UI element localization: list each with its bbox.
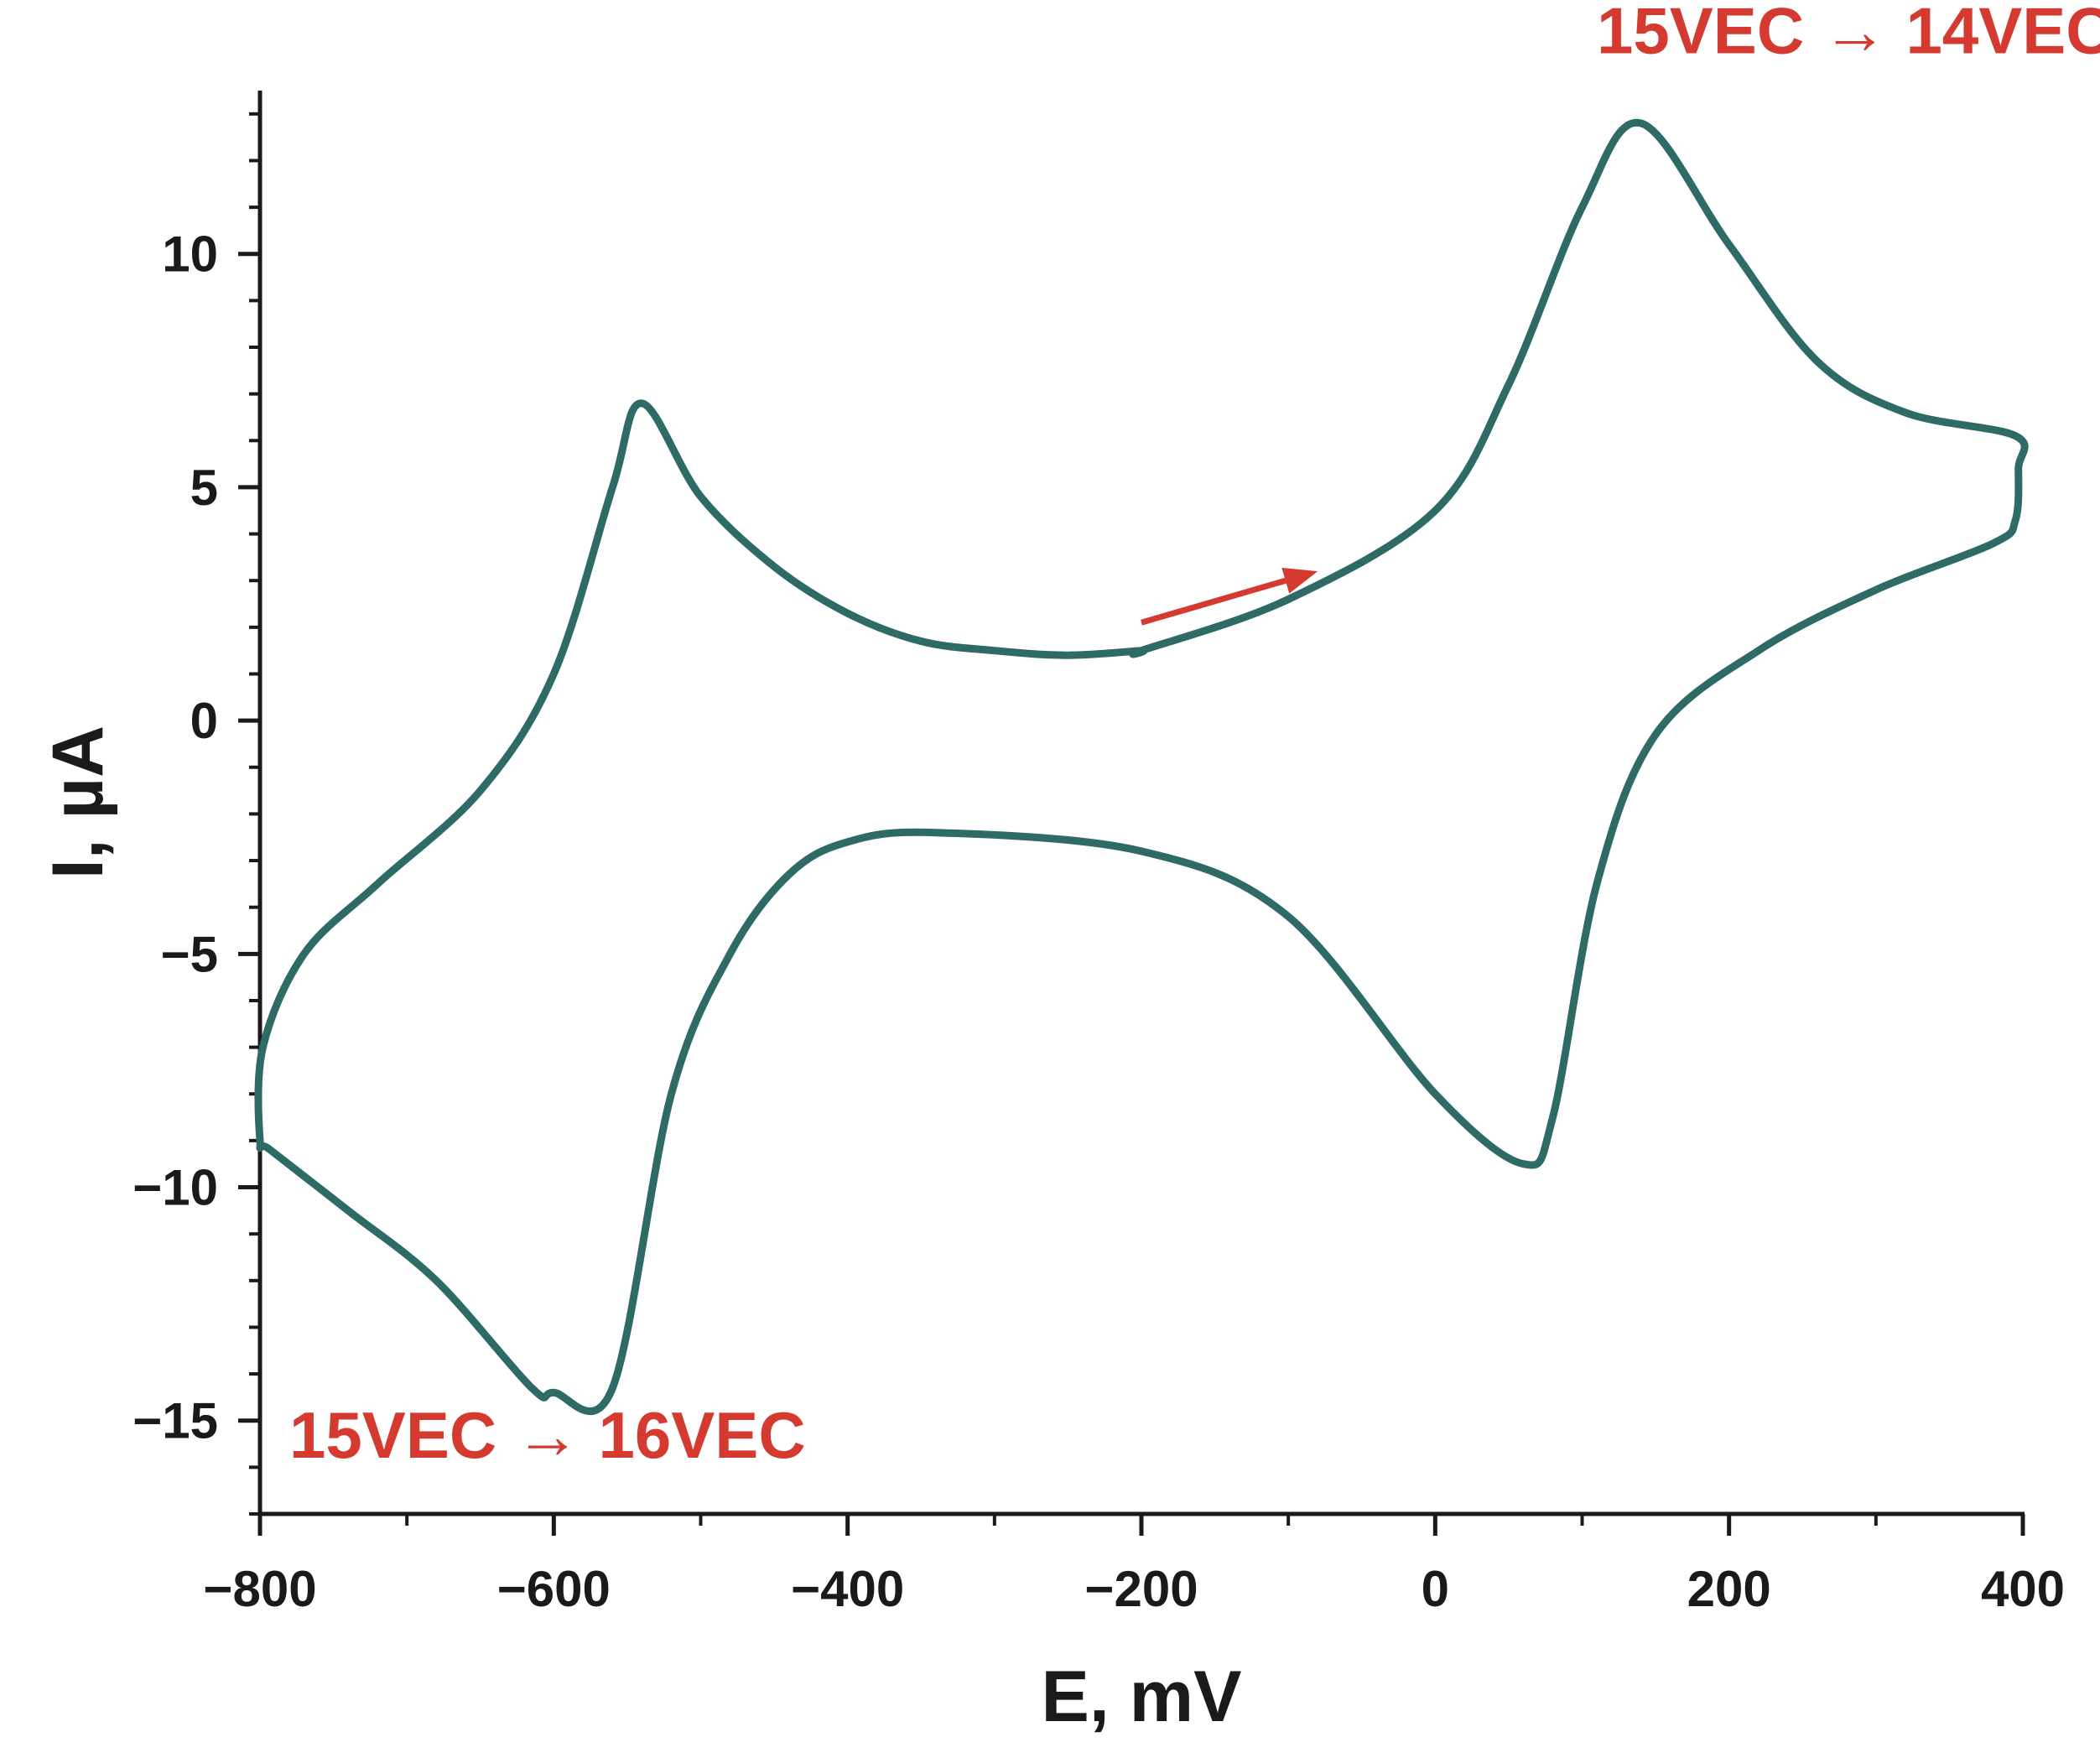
cv-curve [254,118,2029,1416]
x-tick-label: −200 [1084,1561,1198,1617]
y-axis-title: I, µA [38,726,118,879]
x-tick-label: −600 [497,1561,611,1617]
plot-frame [257,91,2025,1516]
x-tick-label: 0 [1422,1561,1449,1617]
x-axis-ticks: −800 −600 −400 −200 0 200 400 [203,1514,2065,1617]
x-axis-title: E, mV [1042,1657,1242,1737]
y-tick-label: −10 [133,1160,218,1216]
x-tick-label: 400 [1981,1561,2065,1617]
y-tick-label: −15 [133,1393,218,1449]
y-tick-label: 5 [190,460,218,516]
x-tick-label: −800 [203,1561,316,1617]
y-tick-label: −5 [161,926,218,982]
y-tick-label: 10 [162,226,218,283]
redox-annotation: 15VEC → 14VEC [1597,0,2100,67]
y-axis-ticks: −15 −10 −5 0 5 10 [133,112,260,1516]
x-tick-label: −400 [791,1561,904,1617]
x-tick-label: 200 [1687,1561,1771,1617]
arrow-shaft [1141,577,1287,626]
annotations: 15VEC → 14VEC 15VEC → 16VEC [289,0,2100,1472]
scan-direction-arrow [1141,567,1318,626]
y-tick-label: 0 [190,693,218,749]
redox-annotation: 15VEC → 16VEC [289,1398,806,1472]
arrow-head [1281,567,1318,594]
